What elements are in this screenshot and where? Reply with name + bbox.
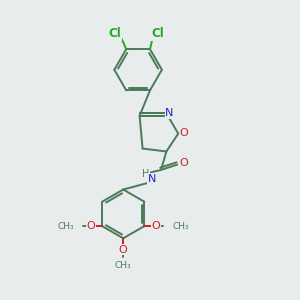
Text: Cl: Cl [152,28,164,40]
Text: O: O [152,221,160,231]
Text: CH₃: CH₃ [58,222,74,231]
Text: N: N [165,108,173,118]
Text: Cl: Cl [109,28,122,40]
Text: H: H [142,169,150,179]
Text: O: O [86,221,95,231]
Text: CH₃: CH₃ [115,261,132,270]
Text: N: N [148,174,156,184]
Text: O: O [179,158,188,168]
Text: CH₃: CH₃ [172,222,189,231]
Text: O: O [119,245,128,255]
Text: O: O [180,128,189,138]
